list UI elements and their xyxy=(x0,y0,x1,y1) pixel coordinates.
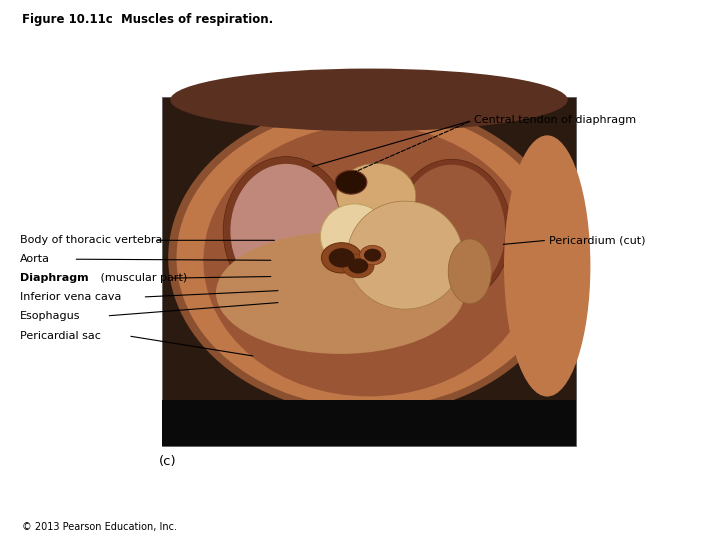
Ellipse shape xyxy=(504,136,590,396)
Circle shape xyxy=(329,248,355,268)
Circle shape xyxy=(336,171,367,194)
Circle shape xyxy=(343,254,374,278)
Text: (muscular part): (muscular part) xyxy=(97,273,187,283)
Ellipse shape xyxy=(171,69,568,131)
Circle shape xyxy=(364,248,382,262)
Text: (c): (c) xyxy=(158,455,176,468)
Ellipse shape xyxy=(216,232,464,354)
Ellipse shape xyxy=(337,163,416,228)
Text: Pericardial sac: Pericardial sac xyxy=(20,331,101,341)
Ellipse shape xyxy=(448,239,492,303)
Text: Esophagus: Esophagus xyxy=(20,311,81,321)
Text: Inferior vena cava: Inferior vena cava xyxy=(20,292,122,302)
Circle shape xyxy=(322,243,362,273)
Text: Pericardium (cut): Pericardium (cut) xyxy=(549,235,645,245)
Ellipse shape xyxy=(392,159,511,302)
Text: Central tendon of diaphragm: Central tendon of diaphragm xyxy=(474,116,636,125)
Ellipse shape xyxy=(176,108,562,408)
Text: © 2013 Pearson Education, Inc.: © 2013 Pearson Education, Inc. xyxy=(22,522,176,532)
Ellipse shape xyxy=(230,164,342,298)
Ellipse shape xyxy=(320,204,389,268)
Ellipse shape xyxy=(204,125,535,396)
Bar xyxy=(162,400,576,445)
Text: Aorta: Aorta xyxy=(20,254,50,264)
Ellipse shape xyxy=(168,101,570,415)
Ellipse shape xyxy=(348,201,463,309)
Bar xyxy=(162,97,576,446)
Circle shape xyxy=(360,246,386,265)
Text: Figure 10.11c  Muscles of respiration.: Figure 10.11c Muscles of respiration. xyxy=(22,14,273,26)
Circle shape xyxy=(348,259,369,274)
Ellipse shape xyxy=(399,165,505,297)
Text: Body of thoracic vertebra: Body of thoracic vertebra xyxy=(20,235,163,245)
Ellipse shape xyxy=(223,157,349,305)
Text: Diaphragm: Diaphragm xyxy=(20,273,89,283)
